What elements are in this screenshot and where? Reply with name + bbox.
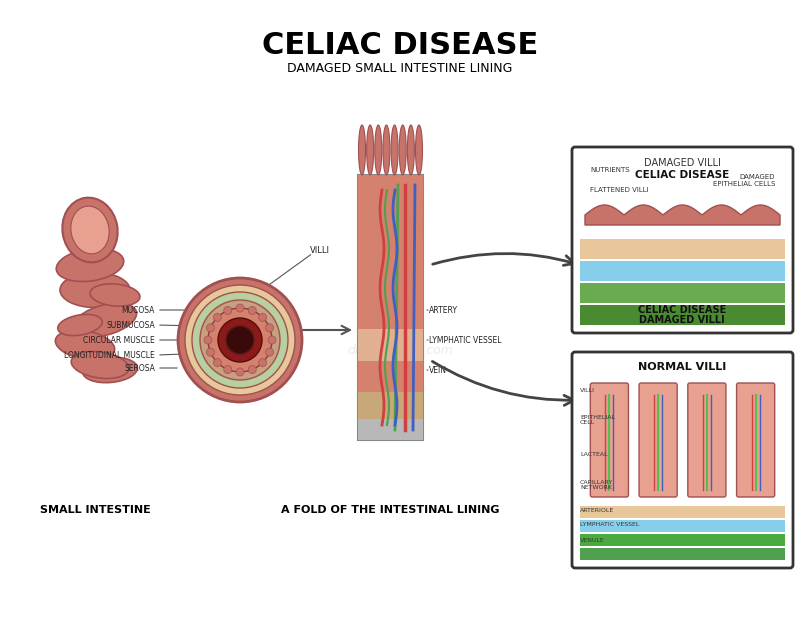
Bar: [580, 534, 785, 546]
Text: CIRCULAR MUSCLE: CIRCULAR MUSCLE: [83, 336, 155, 345]
Bar: [358, 392, 423, 419]
Bar: [580, 506, 785, 518]
Ellipse shape: [358, 125, 366, 175]
Text: DAMAGED SMALL INTESTINE LINING: DAMAGED SMALL INTESTINE LINING: [287, 61, 513, 75]
Text: VILLI: VILLI: [580, 388, 595, 392]
Bar: [358, 328, 423, 361]
Ellipse shape: [415, 125, 422, 175]
Text: LONGITUDINAL MUSCLE: LONGITUDINAL MUSCLE: [64, 350, 155, 359]
Text: ARTERIOLE: ARTERIOLE: [580, 507, 614, 513]
Text: LACTEAL: LACTEAL: [580, 453, 608, 457]
Circle shape: [268, 336, 276, 344]
Text: A FOLD OF THE INTESTINAL LINING: A FOLD OF THE INTESTINAL LINING: [281, 505, 499, 515]
Circle shape: [258, 359, 266, 366]
Text: CELIAC DISEASE: CELIAC DISEASE: [262, 30, 538, 59]
Ellipse shape: [56, 249, 124, 281]
Text: LYMPHATIC VESSEL: LYMPHATIC VESSEL: [580, 522, 639, 527]
Text: SUBMUCOSA: SUBMUCOSA: [106, 321, 155, 330]
Bar: [580, 283, 785, 303]
Circle shape: [248, 366, 256, 374]
Circle shape: [214, 359, 222, 366]
Circle shape: [258, 314, 266, 321]
Text: NUTRIENTS: NUTRIENTS: [590, 167, 630, 173]
FancyBboxPatch shape: [639, 383, 677, 497]
Text: VILLI: VILLI: [310, 245, 330, 254]
Circle shape: [206, 348, 214, 356]
Circle shape: [192, 292, 288, 388]
Circle shape: [200, 300, 280, 380]
Ellipse shape: [383, 125, 390, 175]
Ellipse shape: [74, 303, 137, 337]
Ellipse shape: [90, 284, 140, 306]
Ellipse shape: [374, 125, 382, 175]
Bar: [580, 548, 785, 560]
Ellipse shape: [55, 330, 114, 360]
Text: DAMAGED
EPITHELIAL CELLS: DAMAGED EPITHELIAL CELLS: [713, 173, 775, 187]
Text: CAPILLARY
NETWORK: CAPILLARY NETWORK: [580, 480, 614, 490]
Text: NORMAL VILLI: NORMAL VILLI: [638, 362, 726, 372]
Text: DAMAGED VILLI: DAMAGED VILLI: [639, 315, 725, 325]
Ellipse shape: [60, 272, 130, 307]
Circle shape: [266, 348, 274, 356]
Text: VENULE: VENULE: [580, 538, 605, 542]
Text: CELIAC DISEASE: CELIAC DISEASE: [638, 305, 726, 315]
Ellipse shape: [391, 125, 398, 175]
Circle shape: [185, 285, 295, 395]
Text: VEIN: VEIN: [429, 366, 447, 375]
Bar: [580, 520, 785, 532]
Ellipse shape: [62, 198, 118, 262]
Circle shape: [204, 336, 212, 344]
Bar: [580, 305, 785, 325]
Ellipse shape: [407, 125, 414, 175]
Text: dreamstime.com: dreamstime.com: [347, 343, 453, 357]
Bar: [358, 419, 423, 440]
Circle shape: [218, 318, 262, 362]
Circle shape: [226, 326, 254, 354]
Bar: [358, 175, 423, 328]
Circle shape: [224, 307, 232, 314]
Text: DAMAGED VILLI: DAMAGED VILLI: [643, 158, 721, 168]
Circle shape: [266, 324, 274, 332]
Text: FLATTENED VILLI: FLATTENED VILLI: [590, 187, 649, 193]
Circle shape: [224, 366, 232, 374]
Ellipse shape: [58, 314, 102, 336]
Ellipse shape: [71, 206, 109, 254]
Text: SEROSA: SEROSA: [124, 363, 155, 372]
FancyBboxPatch shape: [590, 383, 629, 497]
FancyBboxPatch shape: [737, 383, 774, 497]
Circle shape: [236, 368, 244, 376]
Circle shape: [248, 307, 256, 314]
Circle shape: [206, 324, 214, 332]
Text: SMALL INTESTINE: SMALL INTESTINE: [40, 505, 150, 515]
Ellipse shape: [71, 352, 129, 379]
Ellipse shape: [366, 125, 374, 175]
FancyBboxPatch shape: [572, 147, 793, 333]
Circle shape: [214, 314, 222, 321]
Text: EPITHELIAL
CELL: EPITHELIAL CELL: [580, 415, 615, 426]
FancyBboxPatch shape: [358, 175, 423, 440]
Circle shape: [236, 304, 244, 312]
Circle shape: [208, 308, 272, 372]
Bar: [580, 239, 785, 259]
Ellipse shape: [82, 357, 138, 383]
Ellipse shape: [399, 125, 406, 175]
Text: ARTERY: ARTERY: [429, 305, 458, 314]
Bar: [358, 361, 423, 392]
Polygon shape: [585, 205, 780, 225]
Text: CELIAC DISEASE: CELIAC DISEASE: [635, 170, 729, 180]
Circle shape: [178, 278, 302, 402]
FancyBboxPatch shape: [572, 352, 793, 568]
Text: LYMPHATIC VESSEL: LYMPHATIC VESSEL: [429, 336, 502, 345]
Text: MUCOSA: MUCOSA: [122, 305, 155, 314]
Bar: [580, 261, 785, 281]
FancyBboxPatch shape: [688, 383, 726, 497]
